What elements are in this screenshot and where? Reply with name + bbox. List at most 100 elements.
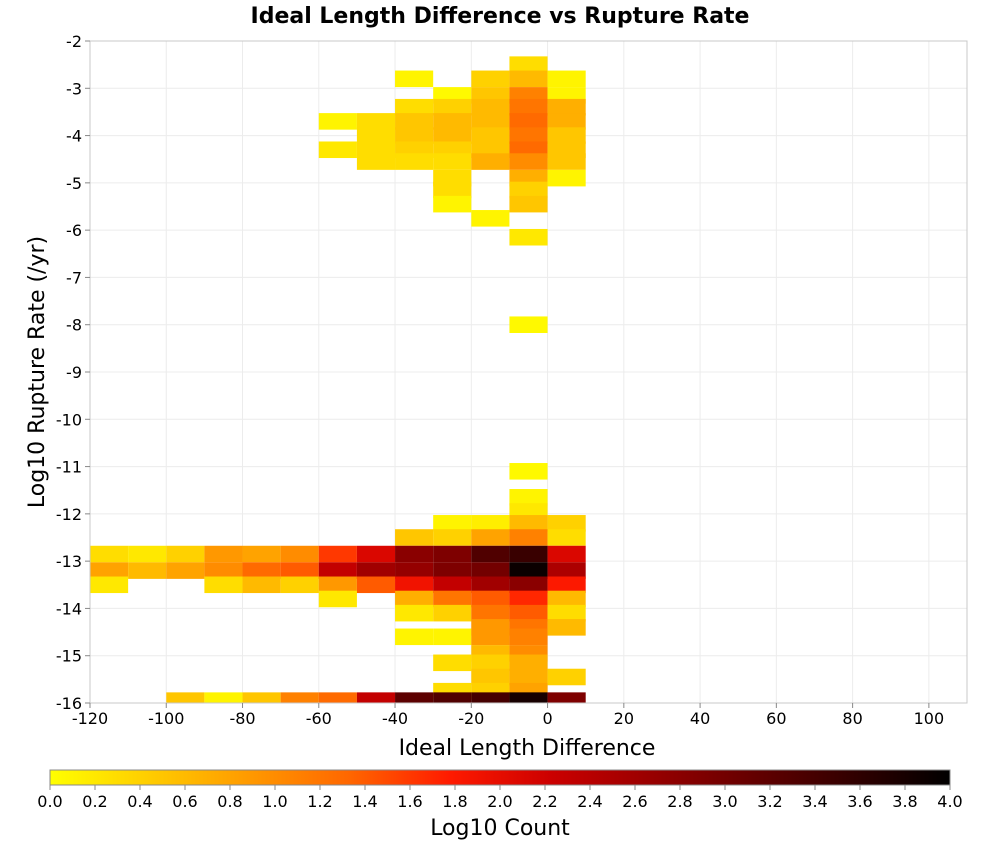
heatmap-cell	[509, 654, 548, 672]
heatmap-cell	[318, 141, 357, 159]
heatmap-cell	[433, 576, 472, 594]
y-tick-label: -15	[56, 647, 82, 666]
heatmap-cell	[433, 153, 472, 170]
x-tick-label: -40	[382, 709, 408, 728]
heatmap-cell	[356, 576, 396, 594]
heatmap-cell	[509, 562, 548, 579]
y-tick-label: -16	[56, 694, 82, 713]
colorbar-tick-label: 1.2	[307, 792, 332, 811]
heatmap-cell	[471, 515, 510, 532]
colorbar-tick-label: 3.8	[892, 792, 917, 811]
heatmap-cell	[204, 545, 243, 563]
heatmap-cell	[509, 529, 548, 546]
heatmap-cell	[433, 654, 472, 672]
heatmap-cell	[509, 181, 548, 199]
colorbar-tick-label: 0.4	[127, 792, 152, 811]
heatmap-cell	[356, 545, 396, 563]
heatmap-cell	[433, 529, 472, 546]
colorbar-tick-label: 1.6	[397, 792, 422, 811]
x-tick-label: 100	[914, 709, 945, 728]
heatmap-cell	[395, 545, 434, 563]
heatmap-cell	[471, 210, 510, 227]
colorbar-tick-label: 1.0	[262, 792, 287, 811]
heatmap-cell	[471, 98, 510, 116]
heatmap-cell	[547, 529, 586, 546]
heatmap-cell	[318, 590, 357, 608]
colorbar-tick-label: 3.4	[802, 792, 827, 811]
heatmap-cell	[509, 113, 548, 130]
heatmap-cell	[471, 590, 510, 608]
heatmap-cell	[166, 692, 205, 703]
x-tick-label: 40	[690, 709, 710, 728]
colorbar-tick-label: 4.0	[937, 792, 962, 811]
heatmap-cell	[471, 127, 510, 144]
heatmap-cell	[471, 562, 510, 579]
heatmap-cell	[356, 153, 396, 170]
x-tick-label: 60	[766, 709, 786, 728]
colorbar-tick-label: 0.8	[217, 792, 242, 811]
heatmap-cell	[395, 70, 434, 88]
heatmap-cell	[509, 604, 548, 622]
heatmap-cell	[471, 70, 510, 88]
chart-title: Ideal Length Difference vs Rupture Rate	[251, 4, 750, 29]
colorbar-ticks: 0.0 0.2 0.4 0.6 0.8 1.0 1.2 1.4 1.6 1.8 2.0 2.2 2.4 2…	[37, 785, 963, 811]
heatmap-cell	[509, 127, 548, 144]
colorbar-tick-label: 3.2	[757, 792, 782, 811]
heatmap-cell	[547, 619, 586, 636]
heatmap-cell	[433, 604, 472, 622]
heatmap-cell	[242, 562, 281, 579]
x-tick-label: -60	[306, 709, 332, 728]
heatmap-cell	[318, 562, 357, 579]
heatmap-cell	[280, 576, 319, 594]
y-tick-label: -2	[66, 32, 82, 51]
heatmap-cell	[395, 604, 434, 622]
x-tick-label: -120	[72, 709, 108, 728]
x-tick-label: 20	[614, 709, 634, 728]
heatmap-cell	[509, 316, 548, 333]
heatmap-cell	[356, 692, 396, 703]
heatmap-cell	[471, 153, 510, 170]
heatmap-cell	[204, 562, 243, 579]
heatmap-cell	[318, 692, 357, 703]
heatmap-cell	[318, 545, 357, 563]
colorbar-tick-label: 2.0	[487, 792, 512, 811]
colorbar-tick-label: 1.8	[442, 792, 467, 811]
heatmap-cell	[433, 692, 472, 703]
x-axis-ticks: -120 -100 -80 -60 -40 -20 0 20 40 60 80 100	[72, 703, 944, 728]
heatmap-cell	[204, 576, 243, 594]
y-tick-label: -3	[66, 79, 82, 98]
heatmap-cell	[509, 463, 548, 480]
y-tick-label: -7	[66, 268, 82, 287]
heatmap-cell	[90, 562, 129, 579]
heatmap-cell	[509, 545, 548, 563]
heatmap-cell	[166, 545, 205, 563]
heatmap-cell	[509, 668, 548, 686]
heatmap-cell	[356, 127, 396, 144]
heatmap-cell	[90, 576, 129, 594]
heatmap-cell	[471, 545, 510, 563]
heatmap-cell	[471, 628, 510, 646]
heatmap-cell	[509, 515, 548, 532]
heatmap-cell	[204, 692, 243, 703]
colorbar-tick-label: 0.2	[82, 792, 107, 811]
heatmap-cell	[318, 113, 357, 130]
heatmap-cell	[395, 98, 434, 116]
heatmap-cell	[547, 562, 586, 579]
colorbar-tick-label: 2.2	[532, 792, 557, 811]
heatmap-cell	[547, 153, 586, 170]
y-tick-label: -13	[56, 552, 82, 571]
heatmap-cell	[433, 195, 472, 213]
heatmap-cell	[395, 529, 434, 546]
colorbar-label: Log10 Count	[430, 816, 570, 841]
y-tick-label: -6	[66, 221, 82, 240]
heatmap-cell	[395, 113, 434, 130]
heatmap-cell	[509, 56, 548, 73]
heatmap-cell	[509, 228, 548, 246]
heatmap-cell	[433, 127, 472, 144]
y-axis-label: Log10 Rupture Rate (/yr)	[25, 236, 50, 508]
heatmap-cells	[90, 56, 586, 703]
colorbar-tick-label: 3.0	[712, 792, 737, 811]
colorbar-tick-label: 2.8	[667, 792, 692, 811]
heatmap-cell	[547, 576, 586, 594]
